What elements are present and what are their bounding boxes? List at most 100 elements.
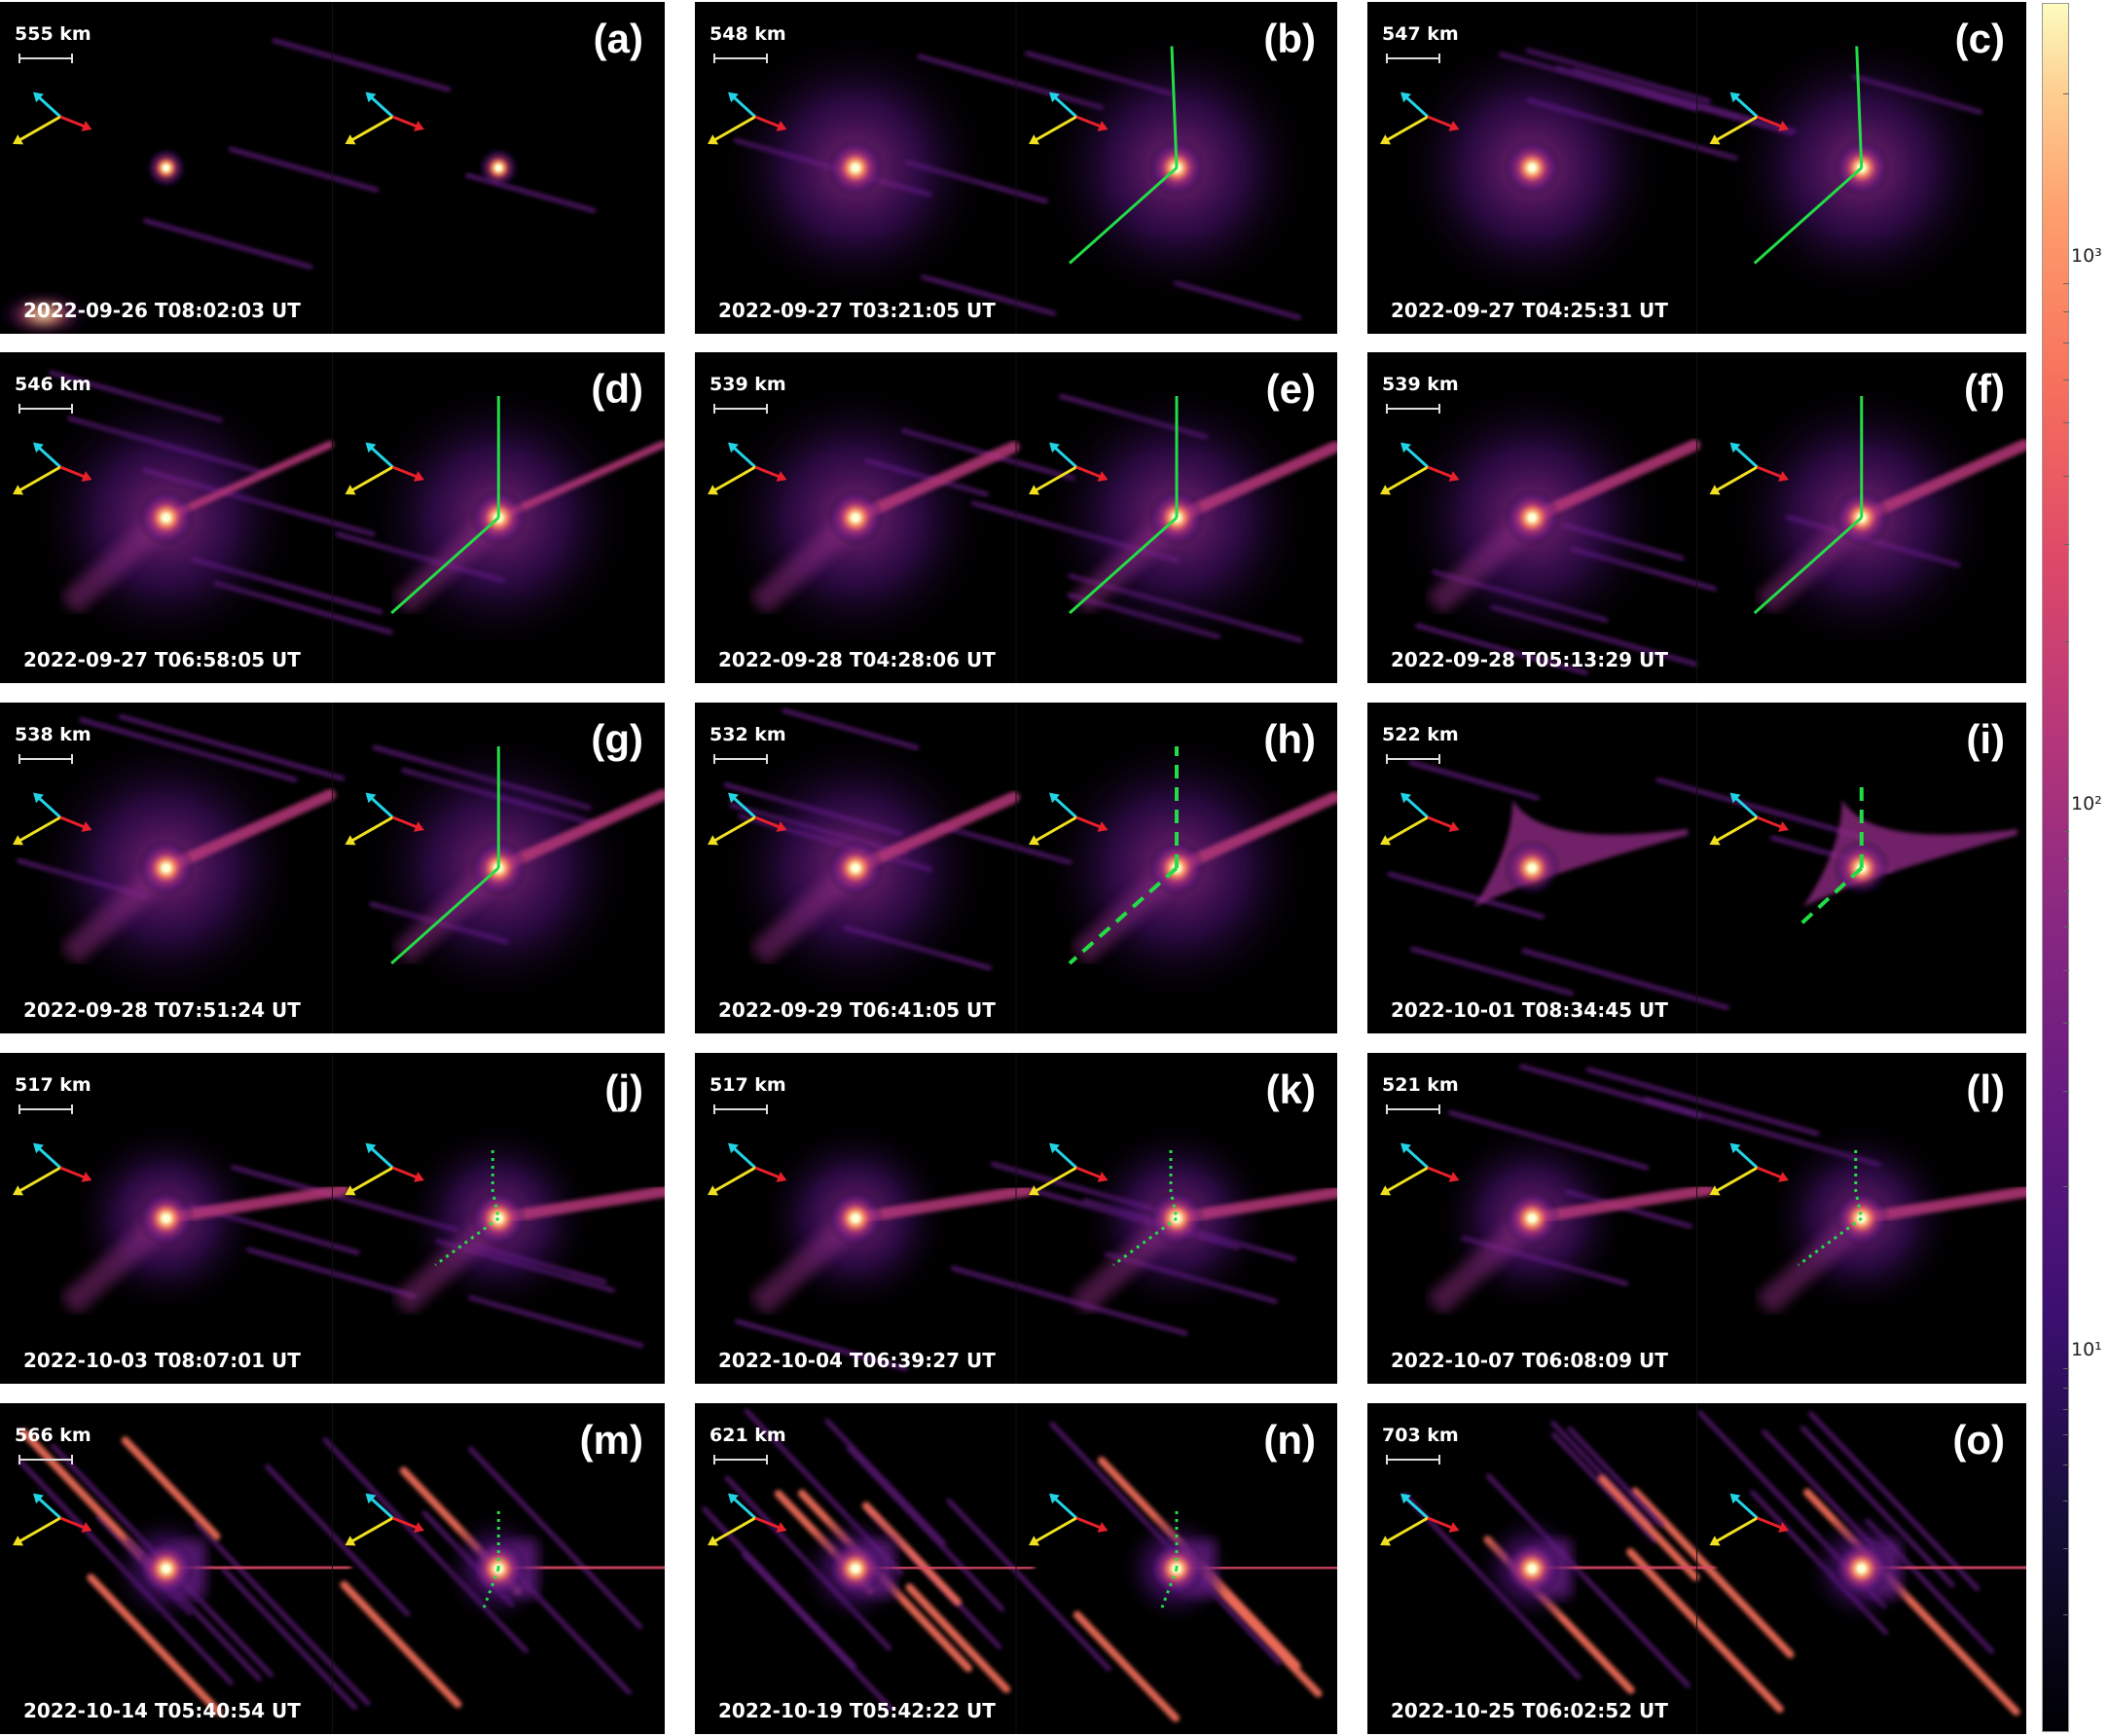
arrowhead-icon xyxy=(345,1536,356,1546)
panel-image xyxy=(13,1403,665,1734)
image-half xyxy=(13,1121,349,1316)
arrowhead-icon xyxy=(365,1493,377,1504)
arrowhead-icon xyxy=(1448,471,1460,482)
arrowhead-icon xyxy=(708,485,719,495)
yellow-direction-arrow xyxy=(18,465,61,492)
scale-label: 703 km xyxy=(1382,1425,1459,1446)
arrowhead-icon xyxy=(708,134,719,145)
dust-tail xyxy=(494,440,665,522)
arrowhead-icon xyxy=(776,1522,787,1533)
arrowhead-icon xyxy=(1448,1522,1460,1533)
star-streak xyxy=(194,1521,371,1706)
arrowhead-icon xyxy=(1029,1185,1040,1196)
arrowhead-icon xyxy=(81,471,92,482)
dust-tail xyxy=(1526,1183,1714,1224)
arrowhead-icon xyxy=(414,1172,424,1182)
guide-line-diagonal xyxy=(1753,516,1863,615)
cyan-direction-arrow xyxy=(37,796,62,819)
red-direction-arrow xyxy=(391,1166,418,1179)
annotated-image-half xyxy=(1709,785,2018,928)
arrowhead-icon xyxy=(81,1172,92,1182)
asteroid-nucleus xyxy=(136,839,196,897)
red-direction-arrow xyxy=(1075,465,1102,479)
arrowhead-icon xyxy=(1097,1522,1109,1533)
colorbar-minor-tick xyxy=(2063,830,2069,832)
yellow-direction-arrow xyxy=(1035,465,1077,492)
red-direction-arrow xyxy=(1756,115,1783,128)
scale-label: 517 km xyxy=(709,1074,786,1096)
arrowhead-icon xyxy=(1029,485,1040,495)
colorbar-minor-tick xyxy=(2063,310,2069,312)
annotated-image-half xyxy=(1709,381,2026,654)
colorbar xyxy=(2042,3,2069,1732)
star-streak xyxy=(946,1498,1111,1672)
panel-image xyxy=(1380,2,1998,334)
arrowhead-icon xyxy=(1400,91,1411,103)
colorbar-minor-tick xyxy=(2063,1090,2069,1092)
star-streak xyxy=(920,274,1057,316)
arrowhead-icon xyxy=(33,1493,44,1504)
arrowhead-icon xyxy=(1729,792,1741,804)
yellow-direction-arrow xyxy=(1715,1516,1759,1543)
cyan-direction-arrow xyxy=(370,446,394,469)
arrowhead-icon xyxy=(1029,1536,1040,1546)
scale-label: 517 km xyxy=(15,1074,91,1096)
yellow-direction-arrow xyxy=(350,815,394,843)
colorbar-minor-tick xyxy=(2063,92,2069,94)
asteroid-nucleus xyxy=(1832,1539,1891,1598)
arrowhead-icon xyxy=(728,792,739,804)
image-panel-e: 539 km (e) 2022-09-28 T04:28:06 UT xyxy=(695,352,1337,683)
annotated-image-half xyxy=(1029,381,1337,654)
panel-image xyxy=(1380,703,2018,1033)
red-direction-arrow xyxy=(1075,815,1102,829)
image-half xyxy=(1380,1121,1714,1316)
cyan-direction-arrow xyxy=(732,1497,757,1520)
star-streak xyxy=(118,713,345,781)
panel-image xyxy=(708,352,1337,683)
image-half xyxy=(1380,1493,1717,1627)
dust-tail xyxy=(162,440,335,522)
dust-tail xyxy=(492,1185,665,1224)
panel-label: (b) xyxy=(1263,16,1316,61)
cyan-direction-arrow xyxy=(37,95,62,119)
guide-line-diagonal xyxy=(390,516,500,615)
red-direction-arrow xyxy=(1427,1516,1453,1530)
dust-tail xyxy=(1855,439,2026,524)
arrowhead-icon xyxy=(728,1142,739,1154)
image-half xyxy=(708,1493,1036,1627)
asteroid-nucleus xyxy=(826,138,885,198)
arrowhead-icon xyxy=(1049,1493,1060,1504)
arrowhead-icon xyxy=(1729,442,1741,453)
panel-label: (h) xyxy=(1263,716,1316,762)
red-direction-arrow xyxy=(1075,115,1102,128)
cyan-direction-arrow xyxy=(1053,95,1078,119)
timestamp: 2022-10-03 T08:07:01 UT xyxy=(23,1349,301,1372)
red-direction-arrow xyxy=(59,465,86,479)
guide-line-vertical xyxy=(1854,1150,1864,1219)
guide-line-diagonal xyxy=(1797,1216,1863,1267)
colorbar-minor-tick xyxy=(2063,1387,2069,1389)
scale-label: 566 km xyxy=(15,1425,91,1446)
arrowhead-icon xyxy=(13,134,24,145)
stray-light xyxy=(0,295,88,334)
arrowhead-icon xyxy=(1400,1142,1411,1154)
image-panel-f: 539 km (f) 2022-09-28 T05:13:29 UT xyxy=(1367,352,2026,683)
star-streak xyxy=(1409,946,1575,996)
star-streak xyxy=(905,1583,1011,1693)
yellow-direction-arrow xyxy=(713,1166,756,1193)
red-direction-arrow xyxy=(1427,815,1453,829)
cyan-direction-arrow xyxy=(1053,446,1078,469)
red-direction-arrow xyxy=(1075,1166,1102,1179)
cyan-direction-arrow xyxy=(370,1497,394,1520)
scale-label: 539 km xyxy=(1382,374,1459,395)
panel-label: (f) xyxy=(1964,366,2005,412)
arrowhead-icon xyxy=(1400,442,1411,453)
yellow-direction-arrow xyxy=(18,815,61,843)
guide-line-diagonal xyxy=(390,866,500,965)
annotated-image-half xyxy=(1709,31,1998,305)
arrowhead-icon xyxy=(81,821,92,832)
cyan-direction-arrow xyxy=(732,446,757,469)
star-streak xyxy=(272,38,452,92)
red-direction-arrow xyxy=(1756,815,1783,829)
arrowhead-icon xyxy=(345,1185,356,1196)
